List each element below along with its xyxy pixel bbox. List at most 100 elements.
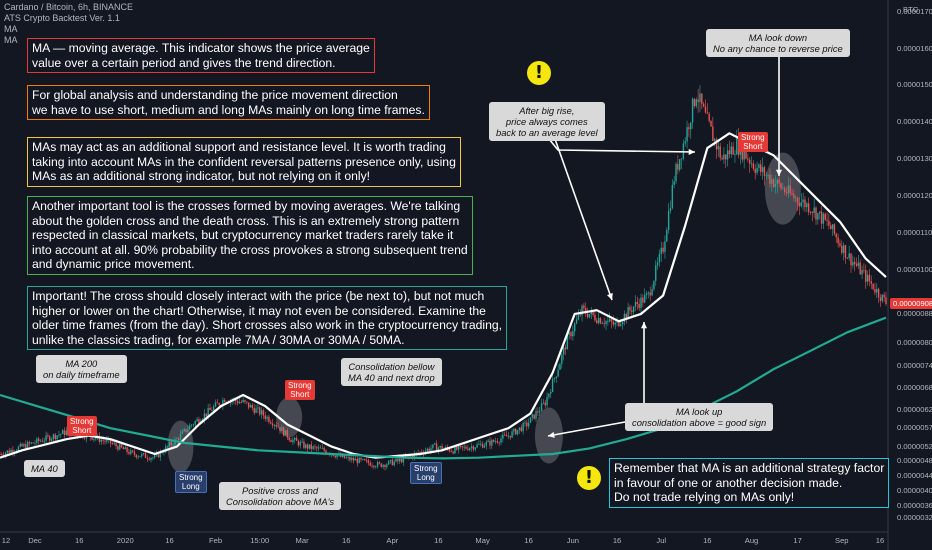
candle-body xyxy=(270,422,272,424)
candle-body xyxy=(170,442,173,445)
candle-body xyxy=(214,402,217,407)
candle-body xyxy=(266,416,268,419)
candle-body xyxy=(196,419,198,422)
candle-body xyxy=(389,459,392,461)
candle-body xyxy=(583,305,585,309)
candle-body xyxy=(516,429,519,435)
candle-body xyxy=(391,459,394,466)
candle-body xyxy=(437,447,440,451)
candle-body xyxy=(410,455,412,457)
candle-body xyxy=(273,425,276,426)
candle-body xyxy=(507,435,510,437)
candle-body xyxy=(870,281,872,284)
arrow-to-average xyxy=(548,138,696,153)
candle-body xyxy=(419,452,421,454)
candle-body xyxy=(60,433,62,435)
candle-body xyxy=(211,409,213,411)
candle-body xyxy=(500,438,502,443)
candle-body xyxy=(301,441,303,443)
candle-body xyxy=(529,417,532,423)
callout-line: No any chance to reverse price xyxy=(713,43,843,54)
candle-body xyxy=(502,434,504,439)
candle-body xyxy=(881,294,884,301)
note-line: Do not trade relying on MAs only! xyxy=(614,490,795,505)
candle-body xyxy=(684,141,686,144)
candle-body xyxy=(730,146,732,155)
candle-body xyxy=(54,434,56,440)
candle-body xyxy=(667,210,670,230)
signal-line: Long xyxy=(416,473,435,482)
candle-body xyxy=(524,422,526,424)
candle-body xyxy=(133,451,136,455)
candle-body xyxy=(789,185,791,194)
candle-body xyxy=(675,163,677,182)
candle-body xyxy=(95,438,97,440)
candle-body xyxy=(620,324,622,326)
candle-body xyxy=(284,430,287,436)
candle-body xyxy=(636,301,639,305)
arrow-to-cross xyxy=(547,421,626,437)
candle-body xyxy=(183,429,185,432)
note-line: about the golden cross and the death cro… xyxy=(32,213,460,228)
candle-body xyxy=(371,465,373,467)
candle-body xyxy=(137,456,139,458)
candle-body xyxy=(656,262,659,266)
candle-body xyxy=(257,407,259,409)
callout-positive-cross: Positive cross and Consolidation above M… xyxy=(219,482,342,510)
candle-body xyxy=(246,401,248,403)
candle-body xyxy=(634,301,637,307)
candle-body xyxy=(798,202,801,207)
candle-body xyxy=(4,452,7,456)
candle-body xyxy=(511,431,513,438)
candle-body xyxy=(111,443,114,445)
candle-body xyxy=(765,175,767,177)
candle-body xyxy=(135,454,138,458)
candle-body xyxy=(704,106,707,113)
candle-body xyxy=(708,113,710,121)
callout-ma-look-down: MA look down No any chance to reverse pr… xyxy=(706,29,850,57)
candle-body xyxy=(43,440,45,442)
candle-body xyxy=(19,443,21,447)
candle-body xyxy=(793,194,795,199)
candle-body xyxy=(811,212,814,213)
note-crosses: Another important tool is the crosses fo… xyxy=(27,196,473,275)
note-line: into account at all. 90% probability the… xyxy=(32,242,468,257)
candle-body xyxy=(139,456,141,458)
candle-body xyxy=(653,281,655,290)
candle-body xyxy=(349,456,351,461)
candle-body xyxy=(754,168,756,173)
candle-body xyxy=(785,192,788,194)
candle-body xyxy=(513,428,515,432)
candle-body xyxy=(841,245,843,253)
candle-body xyxy=(205,413,208,417)
candle-body xyxy=(465,446,467,449)
candle-body xyxy=(168,442,171,447)
candle-body xyxy=(37,438,40,442)
candle-body xyxy=(562,347,565,355)
candle-body xyxy=(373,465,375,467)
candle-body xyxy=(796,197,799,203)
candle-body xyxy=(439,445,441,448)
candle-body xyxy=(579,314,581,316)
moving-average-lines xyxy=(0,132,887,460)
candle-body xyxy=(795,197,797,199)
warning-icon: ! xyxy=(527,61,551,85)
candle-body xyxy=(721,157,723,160)
callout-line: back to an average level xyxy=(496,127,598,138)
candle-body xyxy=(780,183,782,189)
candle-body xyxy=(384,464,386,467)
time-tick-label: 17 xyxy=(793,536,802,545)
candle-body xyxy=(448,448,451,452)
time-tick-label: Feb xyxy=(208,536,223,545)
candle-body xyxy=(748,159,751,164)
candle-body xyxy=(691,98,694,123)
warning-icon: ! xyxy=(577,466,601,490)
candle-body xyxy=(295,437,298,441)
candle-body xyxy=(30,442,33,444)
candle-body xyxy=(454,446,456,454)
note-reminder: Remember that MA is an additional strate… xyxy=(609,458,890,508)
candle-body xyxy=(367,460,370,463)
